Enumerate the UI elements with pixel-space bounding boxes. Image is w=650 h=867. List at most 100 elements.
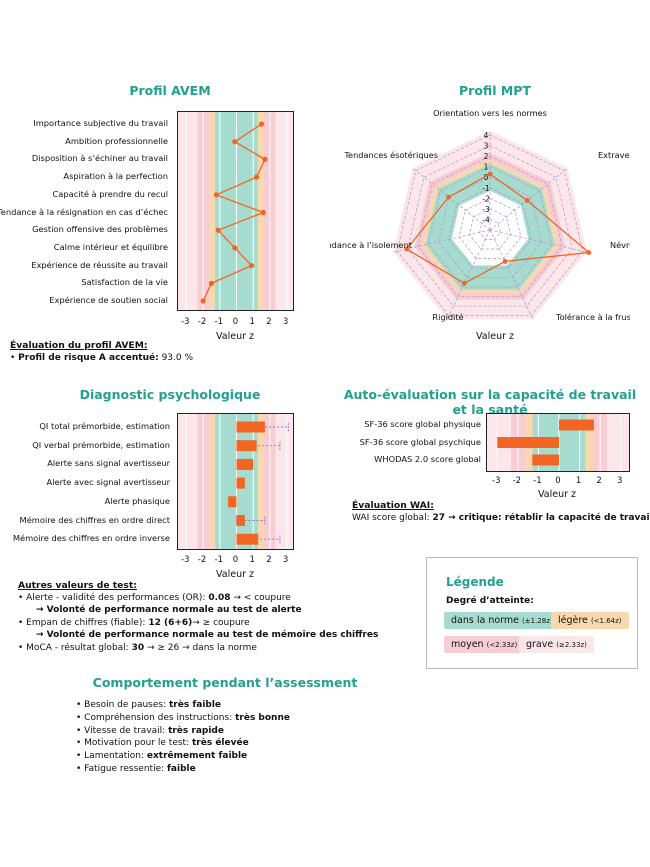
x-tick-label: 2: [266, 555, 272, 565]
category-label: QI verbal prémorbide, estimation: [32, 439, 170, 450]
category-label: Mémoire des chiffres en ordre direct: [19, 514, 170, 525]
mpt-radial-tick: 3: [484, 142, 489, 151]
mpt-category-label: Tendances ésotériques: [343, 150, 438, 160]
x-tick-label: 0: [555, 476, 561, 486]
x-tick-label: -1: [214, 555, 224, 565]
mpt-category-label: Extraversion: [598, 150, 630, 160]
category-label: SF-36 score global psychique: [359, 436, 481, 447]
x-tick-label: 3: [616, 476, 623, 486]
mpt-radial-tick: 0: [484, 173, 489, 182]
mpt-point: [502, 258, 508, 264]
mpt-spoke: [412, 167, 491, 231]
diag-bar: [236, 421, 265, 433]
avem-note-line: • Profil de risque A accentué: 93.0 %: [10, 353, 194, 363]
legend-severe-sub: (≥2.33z): [556, 641, 587, 649]
avem-note-value: 93.0 %: [161, 353, 194, 363]
avem-plot: [177, 111, 294, 311]
avem-point: [208, 280, 215, 286]
x-tick-label: -3: [181, 555, 190, 565]
legend-light-sub: (<1.64z): [590, 617, 622, 625]
mpt-radial-tick: -1: [482, 184, 490, 193]
wai-plot: [486, 413, 630, 472]
category-label: Alerte avec signal avertisseur: [46, 477, 170, 488]
behavior-item: • Besoin de pauses: très faible: [76, 700, 222, 710]
wai-bar: [497, 437, 559, 448]
x-tick-label: -3: [492, 476, 501, 486]
diag-bar: [236, 458, 254, 470]
category-label: Aspiration à la perfection: [63, 171, 168, 182]
avem-point: [232, 245, 238, 251]
category-label: Alerte sans signal avertisseur: [47, 458, 170, 469]
avem-x-label: Valeur z: [216, 331, 254, 342]
x-tick-label: -2: [512, 476, 522, 486]
mpt-radial-tick: -2: [482, 194, 490, 203]
legend-chip-norm: dans la norme (±1.28z): [444, 612, 560, 629]
behavior-item: • Compréhension des instructions: très b…: [76, 712, 290, 723]
other-test-line: → Volonté de performance normale au test…: [36, 605, 302, 615]
other-test-bold: 12 (6+6): [148, 618, 193, 628]
mpt-spoke: [446, 229, 491, 320]
mpt-grid-ring: [458, 197, 522, 259]
avem-point: [232, 139, 238, 145]
avem-note-title: Évaluation du profil AVEM:: [10, 340, 148, 351]
legend-box: Légende Degré d’atteinte: dans la norme …: [426, 557, 638, 669]
wai-note-title: Évaluation WAI:: [352, 500, 434, 511]
avem-point: [200, 298, 206, 304]
avem-point: [253, 174, 260, 180]
wai-note-pre: WAI score global:: [352, 513, 433, 523]
mpt-grid-ring: [448, 187, 532, 269]
mpt-title: Profil MPT: [459, 83, 531, 98]
other-test-bold: 0.08: [208, 593, 231, 603]
x-tick-label: 1: [249, 555, 255, 565]
wai-note-line: WAI score global: 27 → critique: rétabli…: [352, 513, 650, 523]
category-label: QI total prémorbide, estimation: [39, 421, 170, 431]
other-test-bold: → Volonté de performance normale au test…: [36, 630, 379, 640]
diag-bar: [236, 515, 245, 526]
mpt-series-polygon: [405, 173, 591, 285]
other-test-bold: 30: [131, 643, 145, 653]
diag-bar: [236, 533, 259, 545]
x-tick-label: -3: [181, 317, 190, 327]
mpt-point: [404, 246, 410, 252]
mpt-category-label: Tendance à l’isolement: [330, 240, 413, 250]
x-tick-label: 0: [232, 555, 239, 565]
behavior-value: très rapide: [168, 725, 224, 736]
behavior-value: très élevée: [191, 738, 249, 749]
mpt-radial-tick: 2: [484, 152, 489, 161]
legend-subtitle: Degré d’atteinte:: [446, 596, 534, 606]
x-tick-label: 2: [596, 476, 602, 486]
mpt-grid-ring: [397, 134, 583, 316]
diag-bar: [236, 440, 257, 452]
legend-chip-medium: moyen (<2.33z): [444, 636, 525, 653]
category-label: Gestion offensive des problèmes: [32, 224, 168, 235]
legend-title: Légende: [446, 575, 504, 589]
mpt-radar-chart: 4 32 10 -1-2 -3-4 Orientation vers les normes…: [330, 108, 630, 322]
other-test-line: • Empan de chiffres (fiable): 12 (6+6)→ …: [18, 618, 250, 628]
category-label: Expérience de soutien social: [49, 295, 168, 305]
behavior-item: • Motivation pour le test: très élevée: [76, 738, 249, 749]
mpt-point: [461, 280, 467, 286]
legend-light-label: légère: [558, 615, 588, 626]
x-tick-label: 2: [266, 317, 272, 327]
category-label: Disposition à s’échiner au travail: [31, 153, 168, 164]
x-tick-label: 0: [232, 317, 239, 327]
avem-note-bold: Profil de risque A accentué:: [18, 353, 159, 363]
mpt-category-label: Rigidité: [432, 312, 463, 322]
legend-chip-severe: grave (≥2.33z): [519, 636, 594, 653]
other-test-line: • MoCA - résultat global: 30 → ≥ 26 → da…: [18, 643, 257, 653]
x-tick-label: 3: [282, 317, 289, 327]
avem-point: [260, 209, 266, 216]
category-label: Tendance à la résignation en cas d’échec: [0, 206, 168, 217]
category-label: WHODAS 2.0 score global: [374, 454, 481, 464]
diag-bar: [228, 496, 237, 508]
wai-bar: [532, 454, 559, 466]
mpt-grid-ring: [427, 166, 553, 288]
x-tick-label: -1: [533, 476, 542, 486]
mpt-grid-ring: [438, 176, 542, 278]
behavior-value: extrêmement faible: [146, 751, 248, 762]
behavior-item: • Lamentation: extrêmement faible: [76, 751, 248, 762]
diag-title: Diagnostic psychologique: [79, 387, 261, 402]
legend-norm-label: dans la norme: [451, 615, 519, 626]
mpt-category-label: Tolérance à la frustration: [555, 312, 630, 322]
avem-point: [258, 121, 265, 127]
